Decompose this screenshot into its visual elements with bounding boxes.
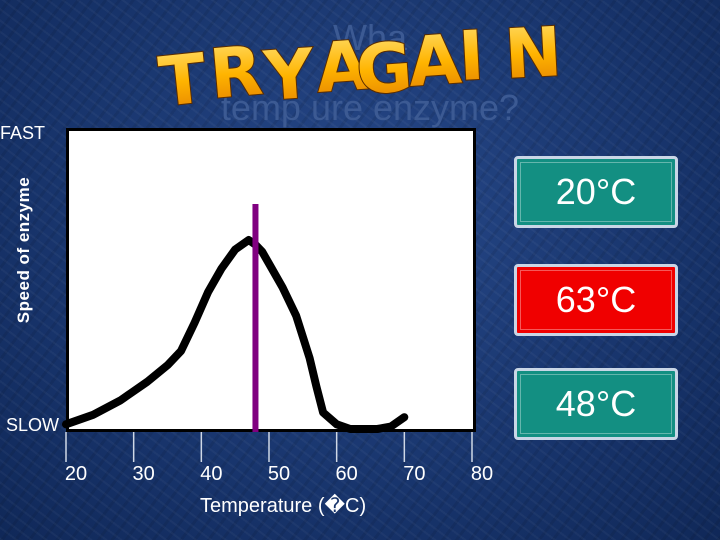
x-tick-marks bbox=[65, 432, 473, 462]
x-tick-label: 50 bbox=[267, 463, 291, 485]
y-axis-label-text: Speed of enzyme bbox=[14, 176, 33, 324]
x-axis-label: Temperature (�C) bbox=[200, 495, 367, 517]
banner-letter: T bbox=[156, 39, 211, 118]
x-tick-label: 20 bbox=[64, 463, 88, 485]
banner-letter: G bbox=[354, 28, 415, 111]
x-tick-label: 70 bbox=[403, 463, 426, 485]
chart-plot-area bbox=[66, 128, 476, 432]
answer-label: 20°C bbox=[555, 171, 637, 212]
question-line-1: Wha bbox=[332, 17, 408, 58]
banner-letter: A bbox=[314, 26, 372, 109]
banner-letter: N bbox=[503, 13, 564, 95]
x-tick-label: 80 bbox=[470, 463, 494, 485]
enzyme-speed-curve bbox=[62, 236, 409, 433]
answer-button-48c[interactable]: 48°C bbox=[514, 368, 678, 440]
answer-label: 48°C bbox=[555, 383, 637, 424]
x-tick-label: 40 bbox=[200, 463, 223, 485]
answer-button-20c[interactable]: 20°C bbox=[514, 156, 678, 228]
x-tick-label: 60 bbox=[335, 463, 358, 485]
answer-label: 63°C bbox=[555, 279, 637, 320]
banner-letter: I bbox=[457, 17, 486, 97]
banner-letter: R bbox=[207, 32, 266, 115]
y-axis-top-label: FAST bbox=[0, 123, 46, 143]
x-tick-label: 30 bbox=[132, 463, 155, 485]
question-text: Wha temp ure enzyme? bbox=[60, 20, 680, 126]
y-axis-bottom-label: SLOW bbox=[6, 415, 60, 435]
banner-letter: Y bbox=[261, 35, 317, 117]
answer-button-63c[interactable]: 63°C bbox=[514, 264, 678, 336]
question-line-2: temp ure enzyme? bbox=[220, 87, 520, 128]
banner-letter: A bbox=[406, 20, 464, 103]
